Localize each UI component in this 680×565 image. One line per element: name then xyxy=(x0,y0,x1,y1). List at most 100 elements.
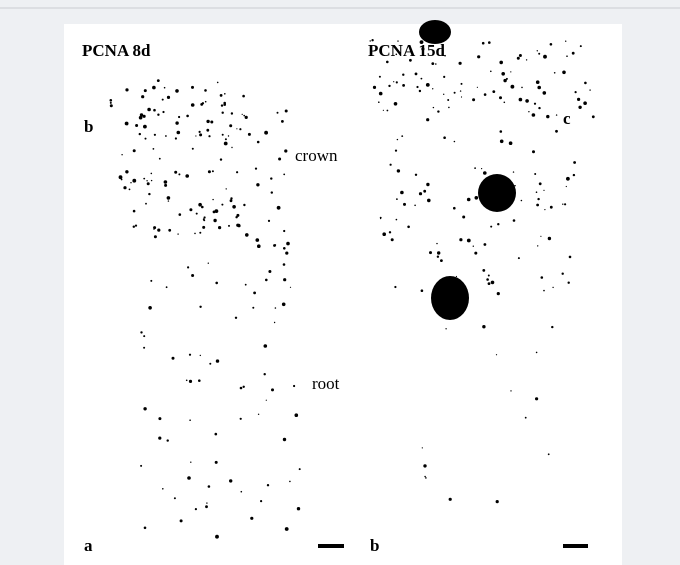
cell-dot xyxy=(537,198,539,200)
cell-dot xyxy=(578,106,581,109)
cell-dot xyxy=(543,190,544,191)
cell-dot xyxy=(387,110,389,112)
cell-dot xyxy=(245,284,247,286)
cell-dot xyxy=(191,103,195,107)
cell-dot xyxy=(255,238,259,242)
cell-dot xyxy=(551,326,553,328)
cell-dot xyxy=(577,98,580,101)
cell-dot xyxy=(208,263,209,264)
cell-dot xyxy=(447,99,449,101)
cell-dot xyxy=(536,204,539,207)
cell-dot xyxy=(403,203,406,206)
cell-dot xyxy=(459,238,462,241)
cell-dot xyxy=(543,55,547,59)
cell-dot xyxy=(536,80,540,84)
cell-dot xyxy=(258,414,259,415)
cell-dot xyxy=(556,114,557,115)
cell-dot xyxy=(187,266,189,268)
cell-dot xyxy=(437,256,439,258)
cell-dot xyxy=(482,42,485,45)
cell-dot xyxy=(143,335,145,337)
cell-dot xyxy=(519,98,523,102)
cell-dot xyxy=(275,307,277,309)
cell-dot xyxy=(396,219,398,221)
cell-dot xyxy=(179,213,182,216)
cell-dot xyxy=(461,96,462,97)
cell-dot xyxy=(253,292,256,295)
cell-dot xyxy=(260,500,262,502)
cell-dot xyxy=(158,437,161,440)
cell-dot xyxy=(426,83,430,87)
cell-dot xyxy=(511,85,515,89)
cell-dot xyxy=(528,111,529,112)
cell-dot xyxy=(546,115,549,118)
cell-dot xyxy=(548,453,550,455)
cell-dot xyxy=(164,184,167,187)
cell-dot xyxy=(454,141,456,143)
cell-dot xyxy=(210,121,213,124)
cell-dot xyxy=(199,131,201,133)
cell-dot xyxy=(414,205,416,207)
cell-dot xyxy=(575,91,577,93)
cell-dot xyxy=(224,142,228,146)
cell-dot xyxy=(130,182,131,183)
cell-dot xyxy=(167,196,171,200)
cell-dot xyxy=(445,328,446,329)
cell-dot xyxy=(140,331,142,333)
cell-dot xyxy=(278,158,281,161)
cell-dot xyxy=(209,363,211,365)
cell-dot xyxy=(121,154,122,155)
cell-dot xyxy=(383,110,384,111)
cell-dot xyxy=(566,177,570,181)
cell-dot xyxy=(277,206,281,210)
cell-dot xyxy=(293,385,295,387)
cell-dot xyxy=(554,72,556,74)
cell-dot xyxy=(133,210,136,213)
cell-dot xyxy=(482,269,485,272)
cell-dot xyxy=(245,116,248,119)
cell-dot xyxy=(255,168,257,170)
cell-dot xyxy=(186,115,189,118)
cell-dot xyxy=(162,99,164,101)
cell-dot xyxy=(400,191,404,195)
cell-dot xyxy=(580,45,582,47)
cell-dot xyxy=(285,110,288,113)
cell-dot xyxy=(386,61,389,64)
cell-dot xyxy=(239,128,241,130)
cell-dot xyxy=(283,247,286,250)
cell-dot xyxy=(453,207,456,210)
cell-dot xyxy=(152,86,156,90)
cell-dot xyxy=(271,191,273,193)
cell-dot xyxy=(267,484,269,486)
cell-dot xyxy=(422,447,423,448)
cell-dot xyxy=(379,76,381,78)
cell-dot xyxy=(532,150,535,153)
scale-bar xyxy=(318,544,344,548)
cell-dot xyxy=(391,238,394,241)
cell-dot xyxy=(583,101,587,105)
cell-dot xyxy=(473,246,474,247)
cell-dot xyxy=(373,86,376,89)
cell-dot xyxy=(110,102,112,104)
cell-dot xyxy=(423,190,426,193)
cell-dot xyxy=(552,287,553,288)
cell-dot xyxy=(467,198,471,202)
cell-dot xyxy=(456,276,457,277)
cell-dot xyxy=(165,135,167,137)
cell-dot xyxy=(519,54,522,57)
cell-dot xyxy=(190,462,191,463)
cell-dot xyxy=(396,81,398,83)
cell-dot xyxy=(460,90,461,91)
cell-dot xyxy=(492,90,495,93)
cell-dot xyxy=(517,57,520,60)
cell-dot xyxy=(129,189,131,191)
cell-dot xyxy=(235,317,237,319)
cell-dot xyxy=(538,53,540,55)
cell-dot xyxy=(496,354,497,355)
cell-dot xyxy=(241,491,243,493)
cell-dot xyxy=(230,197,232,199)
cell-dot xyxy=(566,186,567,187)
cell-dot xyxy=(229,124,232,127)
cell-dot xyxy=(402,74,404,76)
cell-dot xyxy=(277,112,279,114)
